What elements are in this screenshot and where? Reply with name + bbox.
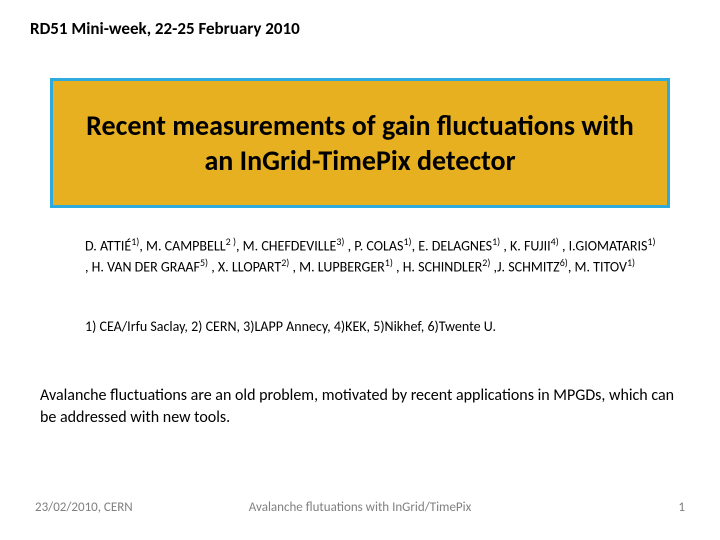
slide-footer: 23/02/2010, CERN Avalanche flutuations w… — [35, 500, 685, 515]
authors-list: D. ATTIÉ1), M. CAMPBELL2 ), M. CHEFDEVIL… — [85, 235, 660, 278]
slide-title: Recent measurements of gain fluctuations… — [83, 108, 637, 178]
footer-title: Avalanche flutuations with InGrid/TimePi… — [249, 500, 472, 515]
title-box: Recent measurements of gain fluctuations… — [50, 78, 670, 208]
footer-date: 23/02/2010, CERN — [35, 500, 133, 515]
body-paragraph: Avalanche fluctuations are an old proble… — [40, 385, 680, 428]
page-number: 1 — [678, 500, 685, 515]
affiliations: 1) CEA/Irfu Saclay, 2) CERN, 3)LAPP Anne… — [85, 318, 660, 335]
event-header: RD51 Mini-week, 22-25 February 2010 — [30, 18, 300, 39]
